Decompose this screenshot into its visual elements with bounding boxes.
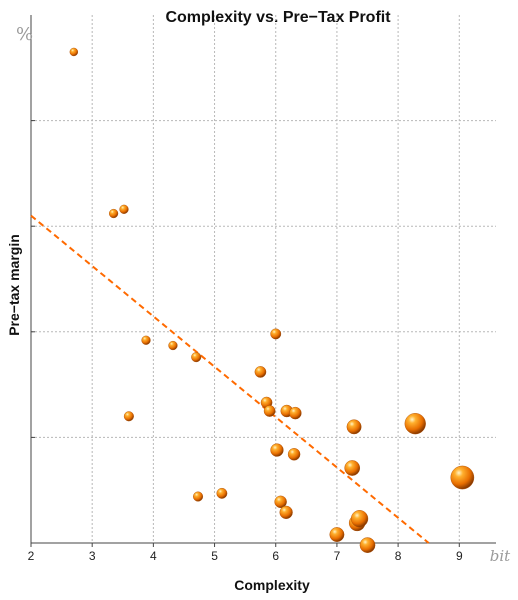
grid bbox=[31, 15, 496, 543]
data-point bbox=[108, 208, 119, 219]
data-point bbox=[289, 406, 302, 420]
data-point bbox=[193, 491, 204, 502]
x-tick-label: 8 bbox=[395, 549, 402, 563]
x-tick-label: 4 bbox=[150, 549, 157, 563]
y-axis-label: Pre−tax margin bbox=[6, 234, 22, 336]
data-point bbox=[263, 405, 276, 417]
trend-line-group bbox=[30, 214, 430, 544]
data-point bbox=[450, 465, 475, 490]
data-point bbox=[329, 527, 345, 542]
data-point bbox=[274, 495, 287, 509]
data-point bbox=[254, 366, 267, 378]
data-point bbox=[287, 448, 301, 461]
data-point bbox=[270, 443, 284, 457]
axes bbox=[30, 15, 496, 547]
data-point bbox=[350, 510, 369, 528]
data-point bbox=[279, 505, 293, 519]
x-tick-label: 6 bbox=[272, 549, 279, 563]
data-point bbox=[141, 335, 151, 345]
x-tick-labels: 2 3 4 5 6 7 8 9 bbox=[28, 549, 463, 563]
data-point bbox=[344, 460, 361, 476]
x-tick-label: 7 bbox=[334, 549, 341, 563]
data-point bbox=[346, 419, 362, 435]
x-tick-label: 9 bbox=[456, 549, 463, 563]
data-point bbox=[216, 487, 228, 499]
y-unit-label: % bbox=[16, 24, 33, 45]
x-unit-label: bit bbox=[490, 547, 511, 565]
data-point bbox=[270, 328, 282, 340]
x-axis-label: Complexity bbox=[234, 577, 310, 593]
data-point bbox=[404, 413, 426, 435]
chart-title: Complexity vs. Pre−Tax Profit bbox=[165, 9, 391, 26]
data-points bbox=[69, 47, 475, 553]
data-point bbox=[191, 352, 202, 363]
x-tick-label: 5 bbox=[211, 549, 218, 563]
data-point bbox=[359, 537, 376, 553]
data-point bbox=[123, 411, 134, 422]
data-point bbox=[168, 340, 178, 351]
data-point bbox=[119, 204, 129, 214]
x-tick-label: 3 bbox=[89, 549, 96, 563]
data-point bbox=[69, 47, 79, 57]
x-tick-label: 2 bbox=[28, 549, 35, 563]
trend-line bbox=[30, 214, 430, 544]
